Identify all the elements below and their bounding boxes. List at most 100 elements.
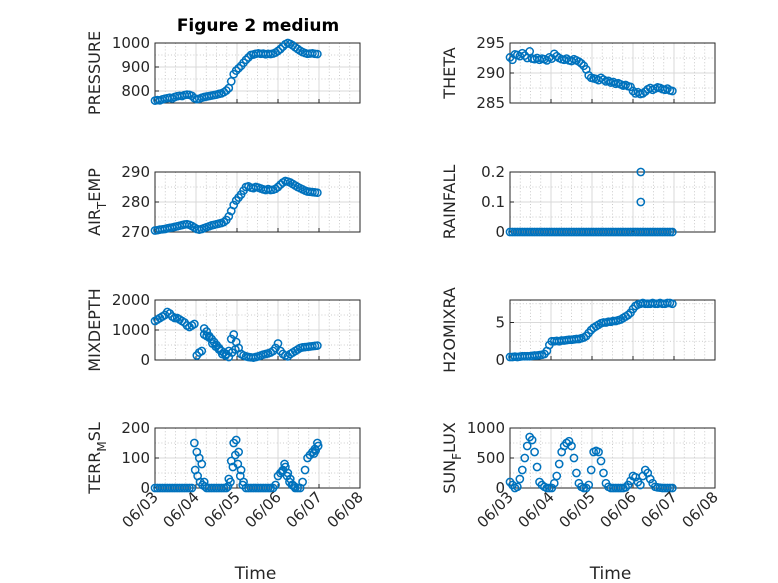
data-point <box>280 459 289 469</box>
y-label-main: PRESSURE <box>85 31 104 115</box>
y-tick-label: 500 <box>476 449 505 467</box>
figure-title: Figure 2 medium <box>177 16 339 36</box>
data-point <box>616 483 626 493</box>
data-point <box>313 188 322 198</box>
y-tick-label: 290 <box>476 64 505 82</box>
y-tick-label: 1000 <box>112 321 150 339</box>
y-tick-label: 200 <box>121 419 150 437</box>
y-tick-label: 0 <box>140 479 150 497</box>
y-label-main: AIR <box>85 209 104 236</box>
y-tick-label: 1000 <box>467 419 505 437</box>
data-point <box>554 459 564 469</box>
y-tick-label: 2000 <box>112 291 150 309</box>
data-point <box>300 465 310 475</box>
y-tick-label: 0 <box>495 223 505 241</box>
y-label-rest: LUX <box>440 422 459 453</box>
data-point <box>223 482 233 491</box>
data-point <box>665 483 675 493</box>
y-tick-label: 900 <box>121 58 150 76</box>
data-point <box>549 478 559 488</box>
data-point <box>636 480 645 490</box>
y-tick-label: 0 <box>140 351 150 369</box>
data-point <box>636 197 646 207</box>
y-label-rest: EMP <box>85 168 104 202</box>
data-point <box>522 441 532 451</box>
data-point <box>231 435 241 445</box>
data-point <box>663 483 672 493</box>
data-point <box>530 447 539 457</box>
data-point <box>185 483 194 493</box>
data-point <box>263 483 273 493</box>
data-point <box>273 46 283 56</box>
data-point <box>234 63 243 73</box>
data-point <box>527 435 537 445</box>
data-point <box>564 436 574 446</box>
axes-box <box>509 299 716 361</box>
data-point <box>200 482 210 491</box>
y-label-main: TERR <box>85 452 104 495</box>
data-point <box>594 447 603 457</box>
y-tick-label: 295 <box>476 34 505 52</box>
data-point <box>586 465 596 475</box>
data-point <box>231 66 241 75</box>
data-point <box>197 346 207 356</box>
data-point <box>204 331 214 341</box>
data-point <box>226 77 236 86</box>
data-point <box>599 468 608 478</box>
y-axis-label: SUNFLUX <box>440 422 464 494</box>
data-point <box>241 55 251 65</box>
y-axis-label: TERRMSL <box>85 422 109 495</box>
data-point <box>621 483 630 492</box>
data-point <box>628 86 638 96</box>
subplot-mixdepth: 0 1000 2000 MIXDEPTH <box>85 288 361 372</box>
data-point <box>311 446 321 455</box>
subplot-pressure: 800 900 1000 PRESSURE <box>85 31 361 115</box>
data-point <box>170 313 180 323</box>
data-point <box>182 483 192 493</box>
x-axis-label: Time <box>234 564 277 583</box>
y-label-subscript: T <box>95 201 109 210</box>
subplot-rainfall: 0 0.1 0.2 RAINFALL <box>440 163 716 241</box>
y-tick-label: 280 <box>121 193 150 211</box>
data-point <box>584 480 594 490</box>
data-point <box>231 345 240 354</box>
data-point <box>226 477 235 487</box>
data-point <box>626 82 635 92</box>
data-point <box>513 482 522 492</box>
data-point <box>525 47 535 56</box>
data-point <box>233 459 243 469</box>
data-point <box>663 298 672 308</box>
data-point <box>290 482 299 491</box>
data-point <box>567 441 576 451</box>
y-axis-label: PRESSURE <box>85 31 104 115</box>
data-point <box>552 471 562 481</box>
x-axis-label: Time <box>589 564 632 583</box>
axes-box <box>154 42 361 104</box>
data-point <box>520 51 530 60</box>
y-label-subscript: F <box>450 453 464 460</box>
data-point <box>277 467 287 476</box>
data-point <box>517 465 527 475</box>
data-point <box>190 319 199 329</box>
data-point <box>572 468 581 478</box>
y-tick-label: 100 <box>121 449 150 467</box>
data-point <box>596 456 606 466</box>
data-point <box>187 483 197 493</box>
subplot-air-temp: 270 280 290 AIRTEMP <box>85 163 361 241</box>
data-point <box>623 480 633 490</box>
data-point <box>547 483 557 493</box>
subplot-theta: 285 290 295 THETA <box>440 34 716 112</box>
y-axis-label: H2OMIXRA <box>440 287 459 373</box>
data-point <box>219 217 229 227</box>
data-point <box>623 310 633 320</box>
data-point <box>202 327 212 336</box>
data-point <box>668 86 677 96</box>
data-point <box>668 483 677 493</box>
data-point <box>645 474 655 484</box>
data-point <box>313 49 322 59</box>
data-point <box>221 86 231 95</box>
data-point <box>276 44 285 54</box>
data-point <box>520 453 530 463</box>
